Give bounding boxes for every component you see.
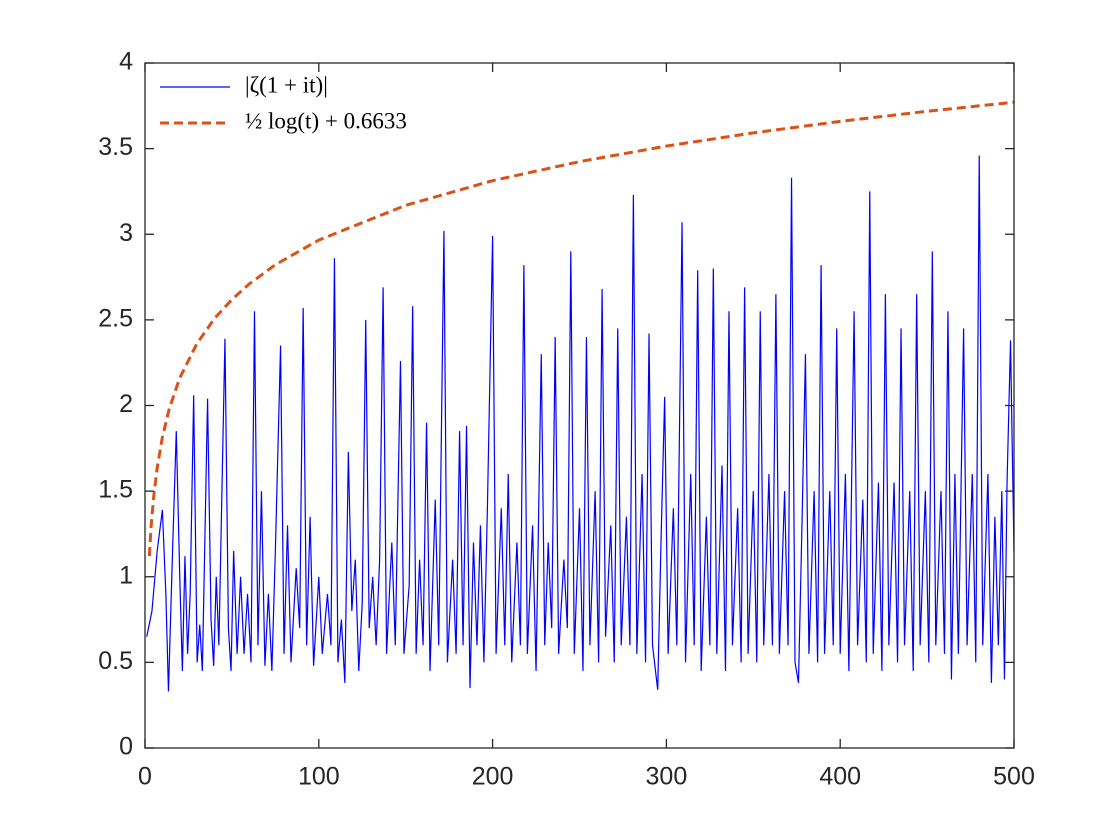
legend: |ζ(1 + it)| ½ log(t) + 0.6633: [160, 72, 407, 133]
x-tick-label: 500: [993, 763, 1035, 791]
y-tick-label: 3: [119, 219, 133, 247]
legend-label: |ζ(1 + it)|: [245, 72, 328, 97]
y-tick-label: 0.5: [98, 647, 133, 675]
x-tick-label: 100: [298, 763, 340, 791]
legend-label: ½ log(t) + 0.6633: [245, 108, 407, 133]
plot-area: [145, 63, 1014, 748]
y-tick-label: 3.5: [98, 133, 133, 161]
y-tick-label: 1.5: [98, 476, 133, 504]
x-tick-label: 300: [646, 763, 688, 791]
y-tick-label: 1: [119, 561, 133, 589]
x-tick-label: 200: [472, 763, 514, 791]
y-tick-label: 2.5: [98, 304, 133, 332]
x-tick-label: 400: [819, 763, 861, 791]
y-tick-label: 2: [119, 390, 133, 418]
x-tick-label: 0: [138, 763, 152, 791]
y-tick-label: 0: [119, 733, 133, 761]
y-tick-label: 4: [119, 48, 133, 76]
series-line: [147, 100, 1015, 557]
series-line: [146, 155, 1015, 692]
